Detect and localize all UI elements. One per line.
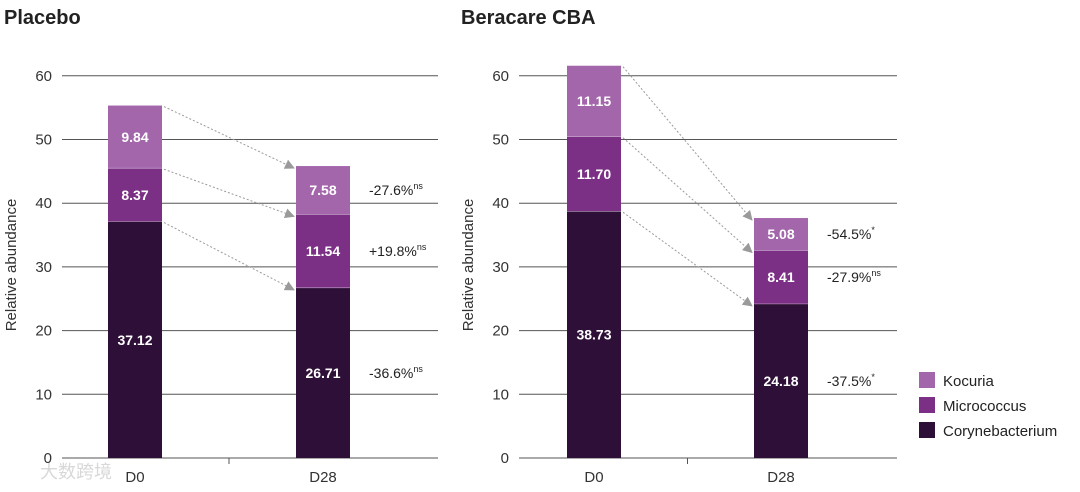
y-tick-label: 60 [35, 68, 52, 85]
bar-value-label-corynebacterium-d0: 37.12 [117, 332, 152, 348]
bar-value-label-micrococcus-d0: 11.70 [577, 166, 611, 182]
percent-change-corynebacterium: -36.6%ns [369, 364, 423, 381]
legend-swatch-corynebacterium [919, 422, 935, 438]
y-tick-label: 30 [492, 259, 509, 276]
y-tick-label: 20 [35, 323, 52, 340]
bar-segment-kocuria-d28 [296, 166, 350, 215]
bar-value-label-micrococcus-d28: 8.41 [767, 269, 794, 285]
bar-value-label-corynebacterium-d28: 26.71 [305, 365, 340, 381]
y-tick-label: 10 [35, 386, 52, 403]
legend-label-corynebacterium: Corynebacterium [943, 423, 1057, 440]
x-tick-label-d0: D0 [125, 469, 144, 486]
bar-segment-micrococcus-d28 [754, 250, 808, 304]
y-tick-label: 40 [492, 195, 509, 212]
legend-swatch-kocuria [919, 372, 935, 388]
bar-segment-micrococcus-d28 [296, 214, 350, 288]
bar-segment-micrococcus-d0 [567, 136, 621, 212]
y-axis-label-placebo: Relative abundance [3, 199, 20, 332]
y-tick-label: 30 [35, 259, 52, 276]
bar-value-label-micrococcus-d28: 11.54 [306, 243, 340, 259]
y-tick-label: 60 [492, 68, 509, 85]
percent-change-micrococcus: +19.8%ns [369, 242, 427, 259]
y-tick-label: 0 [44, 450, 52, 467]
bar-segment-corynebacterium-d28 [296, 287, 350, 458]
legend: Kocuria Micrococcus Corynebacterium [919, 372, 1057, 440]
legend-swatch-micrococcus [919, 397, 935, 413]
change-arrow-micrococcus [163, 168, 295, 218]
watermark-text: 大数跨境 [40, 462, 112, 483]
change-arrow-corynebacterium [163, 222, 295, 291]
y-tick-label: 50 [35, 132, 52, 149]
bar-segment-kocuria-d0 [567, 65, 621, 137]
y-tick-label: 50 [492, 132, 509, 149]
panel-0: 0 10 20 30 40 50 60 D0 D28 37.12 8.37 9.84 26.71 11.5… [35, 68, 438, 486]
panel-1: 0 10 20 30 40 50 60 D0 D28 38.73 11.70 11.15 24.18 8.… [492, 65, 897, 486]
bar-value-label-corynebacterium-d0: 38.73 [576, 327, 611, 343]
bar-value-label-corynebacterium-d28: 24.18 [763, 373, 798, 389]
y-tick-label: 40 [35, 195, 52, 212]
bar-segment-corynebacterium-d28 [754, 303, 808, 458]
change-arrow-micrococcus [622, 137, 753, 254]
panel-title-placebo: Placebo [4, 7, 81, 29]
x-tick-label-d28: D28 [767, 469, 795, 486]
y-tick-label: 10 [492, 386, 509, 403]
bar-segment-kocuria-d0 [108, 105, 162, 169]
x-tick-label-d0: D0 [584, 469, 603, 486]
percent-change-kocuria: -27.6%ns [369, 181, 423, 198]
change-arrow-corynebacterium [622, 211, 753, 307]
y-tick-label: 20 [492, 323, 509, 340]
bar-value-label-kocuria-d28: 5.08 [767, 226, 794, 242]
panel-title-beracare: Beracare CBA [461, 7, 596, 29]
bar-value-label-kocuria-d0: 9.84 [121, 129, 148, 145]
plot-layer: 0 10 20 30 40 50 60 D0 D28 37.12 8.37 9.84 26.71 11.5… [35, 65, 897, 486]
y-axis-label-beracare: Relative abundance [460, 199, 477, 332]
bar-value-label-kocuria-d0: 11.15 [577, 93, 611, 109]
x-tick-label-d28: D28 [309, 469, 337, 486]
percent-change-micrococcus: -27.9%ns [827, 268, 881, 285]
bar-segment-kocuria-d28 [754, 218, 808, 251]
bar-value-label-micrococcus-d0: 8.37 [121, 187, 148, 203]
percent-change-kocuria: -54.5%* [827, 225, 875, 242]
legend-label-micrococcus: Micrococcus [943, 398, 1026, 415]
bar-segment-corynebacterium-d0 [567, 211, 621, 458]
bar-value-label-kocuria-d28: 7.58 [309, 182, 336, 198]
bar-segment-corynebacterium-d0 [108, 221, 162, 458]
percent-change-corynebacterium: -37.5%* [827, 372, 875, 389]
change-arrow-kocuria [622, 66, 753, 221]
y-tick-label: 0 [501, 450, 509, 467]
change-arrow-kocuria [163, 106, 295, 169]
legend-label-kocuria: Kocuria [943, 373, 995, 390]
bar-segment-micrococcus-d0 [108, 168, 162, 222]
